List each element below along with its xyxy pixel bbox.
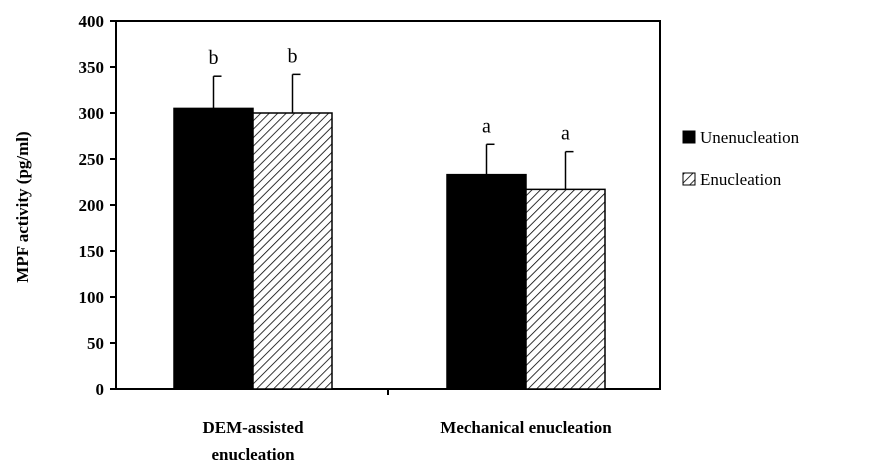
y-tick-label: 250 [79, 150, 105, 169]
y-tick-label: 0 [96, 380, 105, 399]
bar-enucleation [525, 188, 606, 390]
bar-unenucleation [173, 107, 254, 390]
x-category-label-line: DEM-assisted [202, 418, 304, 437]
y-tick-label: 300 [79, 104, 105, 123]
significance-label: b [288, 45, 298, 67]
significance-label: a [561, 123, 570, 145]
y-tick-label: 100 [79, 288, 105, 307]
y-axis-label: MPF activity (pg/ml) [13, 131, 32, 282]
legend-swatch [682, 172, 696, 186]
x-category-label: Mechanical enucleation [440, 418, 612, 437]
legend-label: Enucleation [700, 170, 782, 189]
legend-label: Unenucleation [700, 128, 800, 147]
y-tick-label: 50 [87, 334, 104, 353]
y-tick-label: 200 [79, 196, 105, 215]
y-tick-label: 350 [79, 58, 105, 77]
y-tick-label: 400 [79, 12, 105, 31]
bar-unenucleation [446, 173, 527, 390]
x-category-label-line: Mechanical enucleation [440, 418, 612, 437]
y-tick-label: 150 [79, 242, 105, 261]
bar-enucleation [252, 112, 333, 390]
significance-label: b [209, 47, 219, 69]
significance-label: a [482, 115, 491, 137]
x-category-label-line: enucleation [211, 445, 295, 463]
legend-swatch [682, 130, 696, 144]
x-category-label: DEM-assisted enucleation [202, 418, 304, 463]
